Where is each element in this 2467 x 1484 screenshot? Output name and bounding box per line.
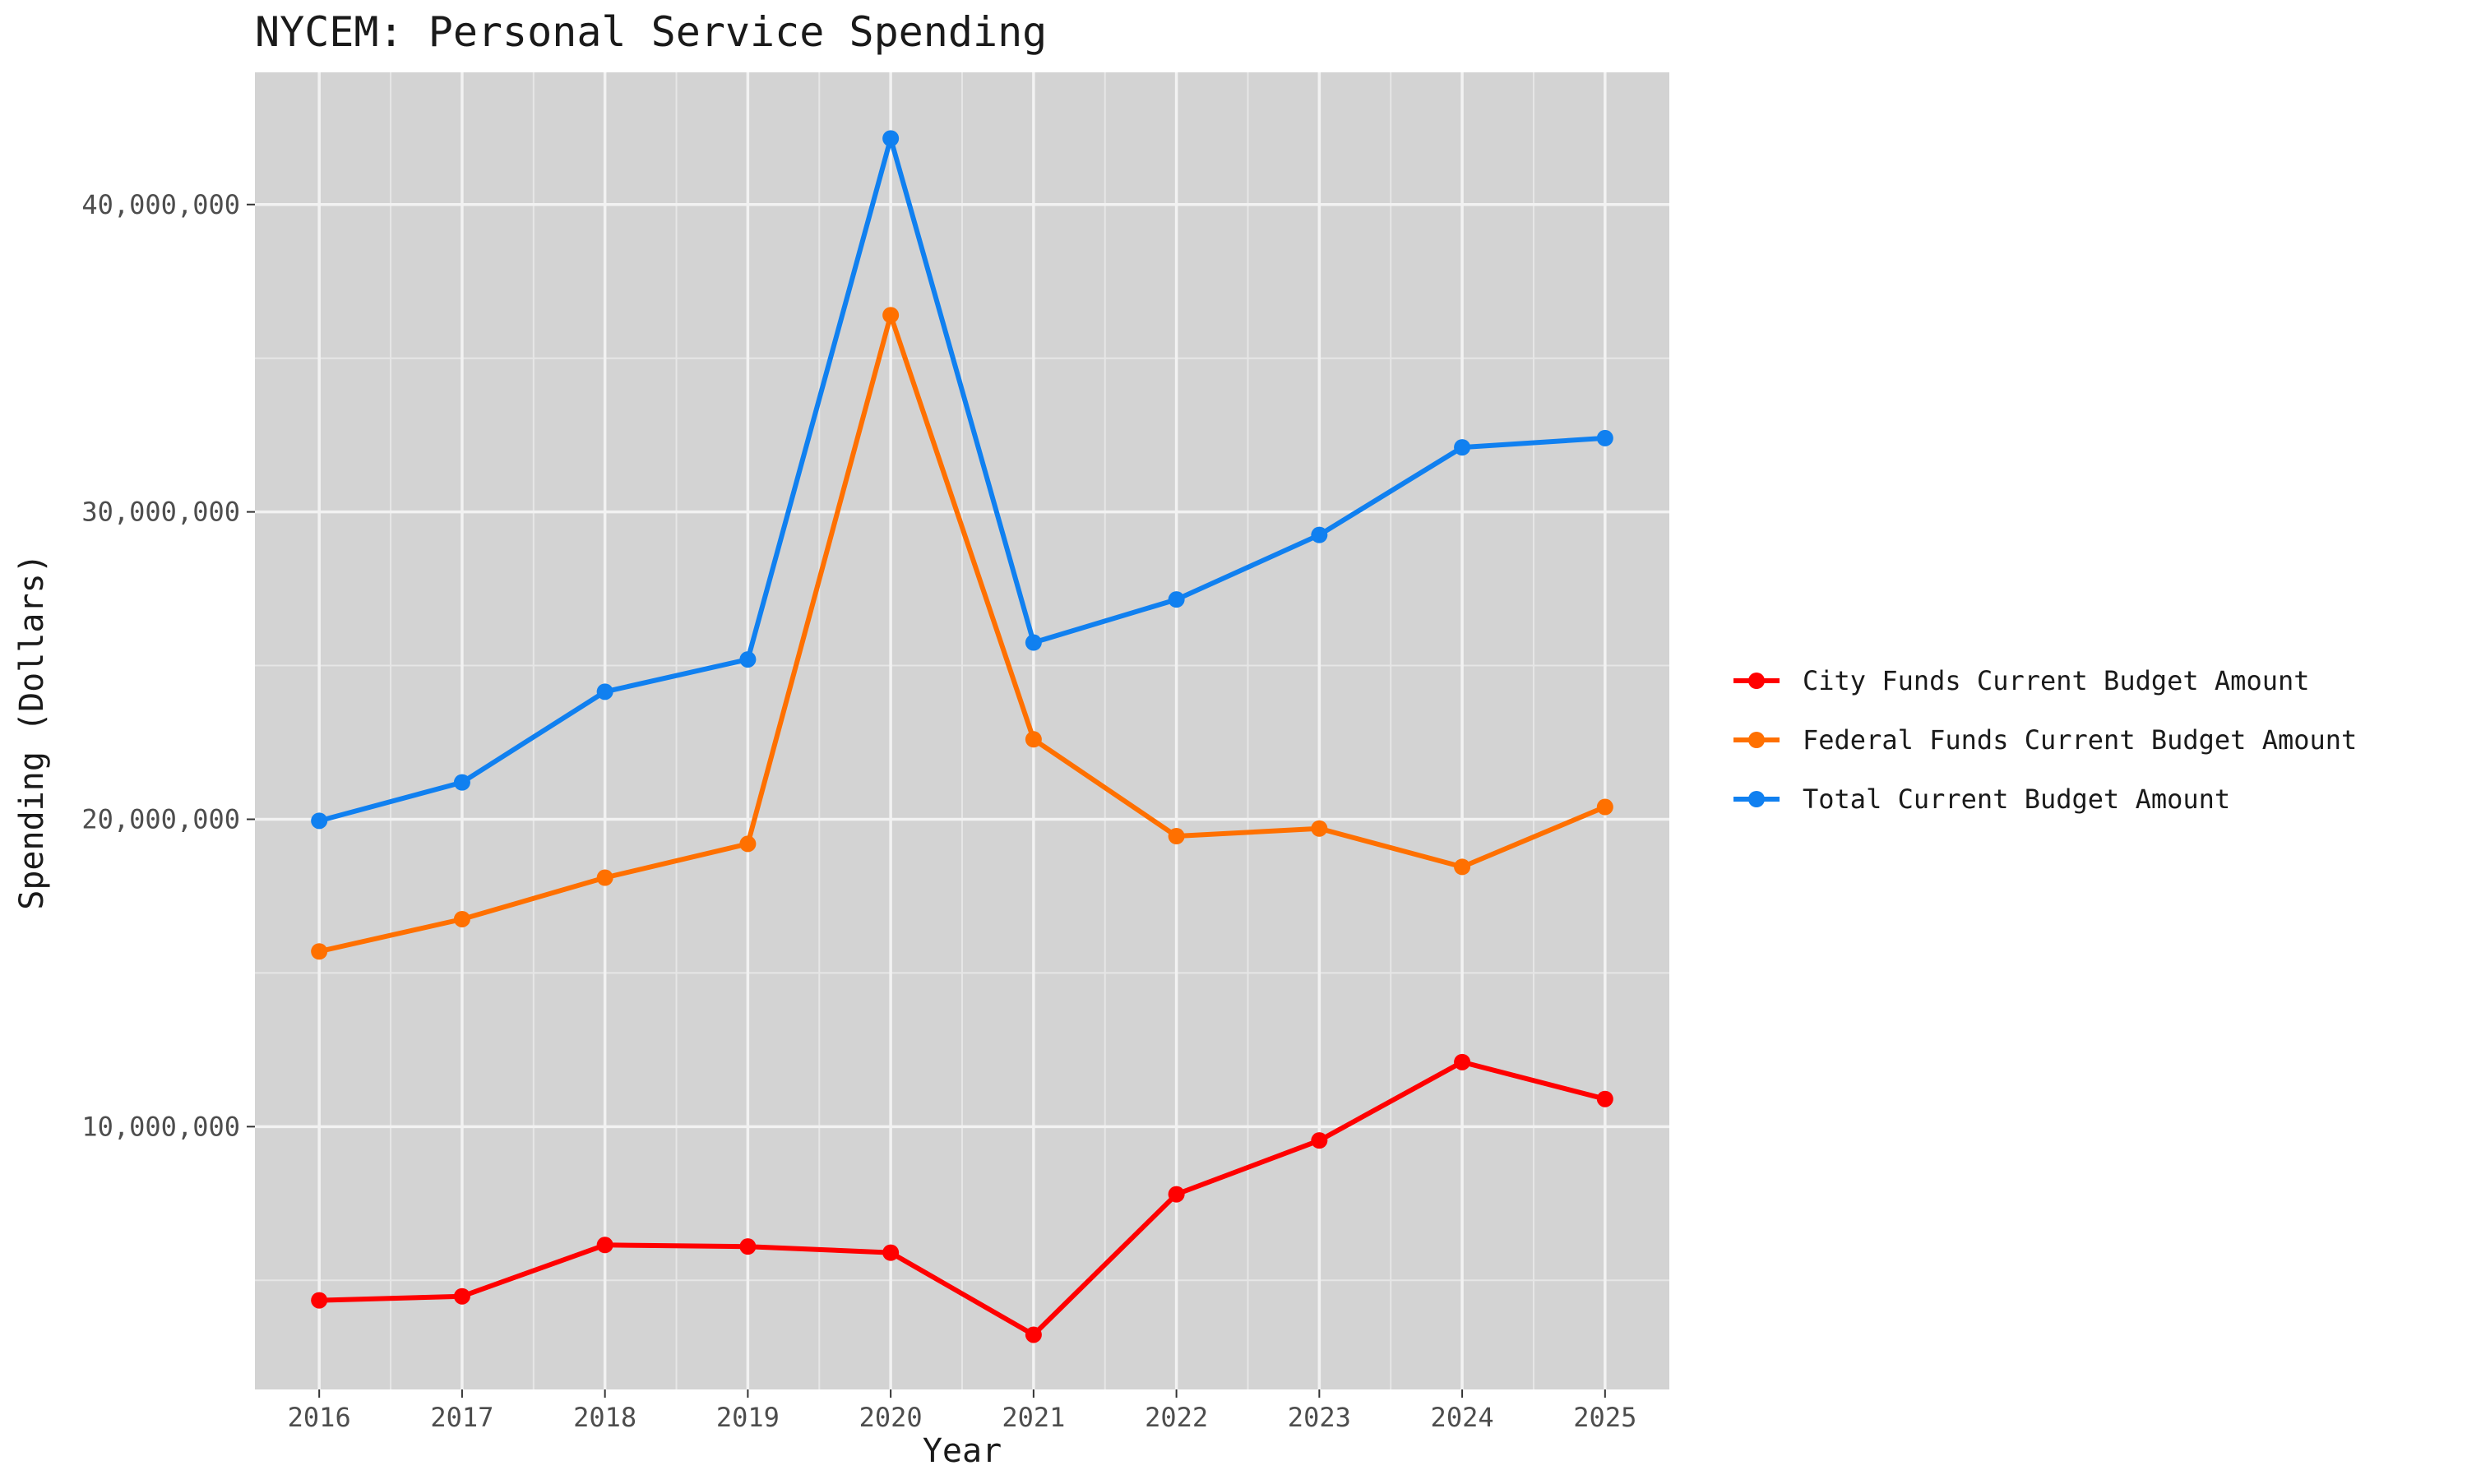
legend-key-point — [1748, 732, 1765, 748]
legend: City Funds Current Budget Amount Federal … — [1733, 665, 2357, 815]
data-point — [1596, 798, 1613, 816]
data-point — [882, 130, 900, 147]
legend-label: City Funds Current Budget Amount — [1803, 665, 2310, 696]
data-point — [1025, 731, 1042, 748]
x-tick-label: 2023 — [1288, 1402, 1351, 1433]
data-point — [311, 943, 328, 960]
x-tick-label: 2017 — [430, 1402, 493, 1433]
y-tick-label: 20,000,000 — [81, 803, 240, 834]
data-point — [311, 812, 328, 830]
y-axis-title: Spending (Dollars) — [13, 553, 51, 909]
x-tick-label: 2018 — [573, 1402, 636, 1433]
legend-item: Federal Funds Current Budget Amount — [1733, 724, 2357, 756]
chart-title: NYCEM: Personal Service Spending — [255, 8, 1047, 56]
data-point — [882, 307, 900, 324]
data-point — [1311, 820, 1328, 837]
data-point — [1454, 1053, 1471, 1070]
data-point — [596, 683, 613, 700]
legend-key-point — [1748, 791, 1765, 807]
series-line — [318, 136, 1605, 824]
series-1 — [311, 1053, 1613, 1343]
y-tick-label: 30,000,000 — [81, 497, 240, 528]
data-point — [1454, 858, 1471, 876]
data-point — [1168, 1186, 1185, 1203]
legend-label: Federal Funds Current Budget Amount — [1803, 724, 2357, 756]
data-point — [1168, 828, 1185, 845]
data-point — [1025, 1326, 1042, 1343]
data-point — [1454, 439, 1471, 456]
axes: 10,000,000 20,000,000 30,000,000 40,000,000… — [81, 189, 1636, 1433]
data-point — [882, 1244, 900, 1261]
data-point — [596, 869, 613, 886]
series-layer — [311, 130, 1613, 1343]
data-point — [1596, 1090, 1613, 1107]
x-tick-label: 2019 — [716, 1402, 780, 1433]
data-point — [739, 835, 757, 853]
series-line — [319, 1059, 1606, 1338]
data-point — [596, 1237, 613, 1254]
series-line — [318, 312, 1606, 955]
data-point — [739, 1238, 757, 1255]
x-tick-label: 2016 — [288, 1402, 351, 1433]
x-tick-label: 2022 — [1145, 1402, 1208, 1433]
data-point — [739, 651, 757, 668]
data-point — [311, 1292, 328, 1309]
data-point — [1596, 429, 1613, 446]
data-point — [453, 910, 470, 927]
data-point — [1025, 634, 1042, 651]
data-point — [1311, 1132, 1328, 1149]
legend-item: Total Current Budget Amount — [1733, 784, 2230, 815]
series-3 — [311, 130, 1613, 830]
legend-label: Total Current Budget Amount — [1803, 784, 2230, 815]
series-2 — [311, 307, 1613, 960]
data-point — [1168, 591, 1185, 608]
data-point — [453, 774, 470, 791]
x-tick-label: 2025 — [1573, 1402, 1636, 1433]
data-point — [453, 1288, 470, 1305]
x-tick-label: 2020 — [859, 1402, 923, 1433]
legend-key-point — [1748, 673, 1765, 689]
legend-item: City Funds Current Budget Amount — [1733, 665, 2310, 696]
data-point — [1311, 526, 1328, 543]
y-tick-label: 40,000,000 — [81, 189, 240, 220]
y-tick-label: 10,000,000 — [81, 1111, 240, 1142]
x-axis-title: Year — [923, 1432, 1002, 1470]
x-tick-label: 2021 — [1002, 1402, 1065, 1433]
x-tick-label: 2024 — [1431, 1402, 1494, 1433]
